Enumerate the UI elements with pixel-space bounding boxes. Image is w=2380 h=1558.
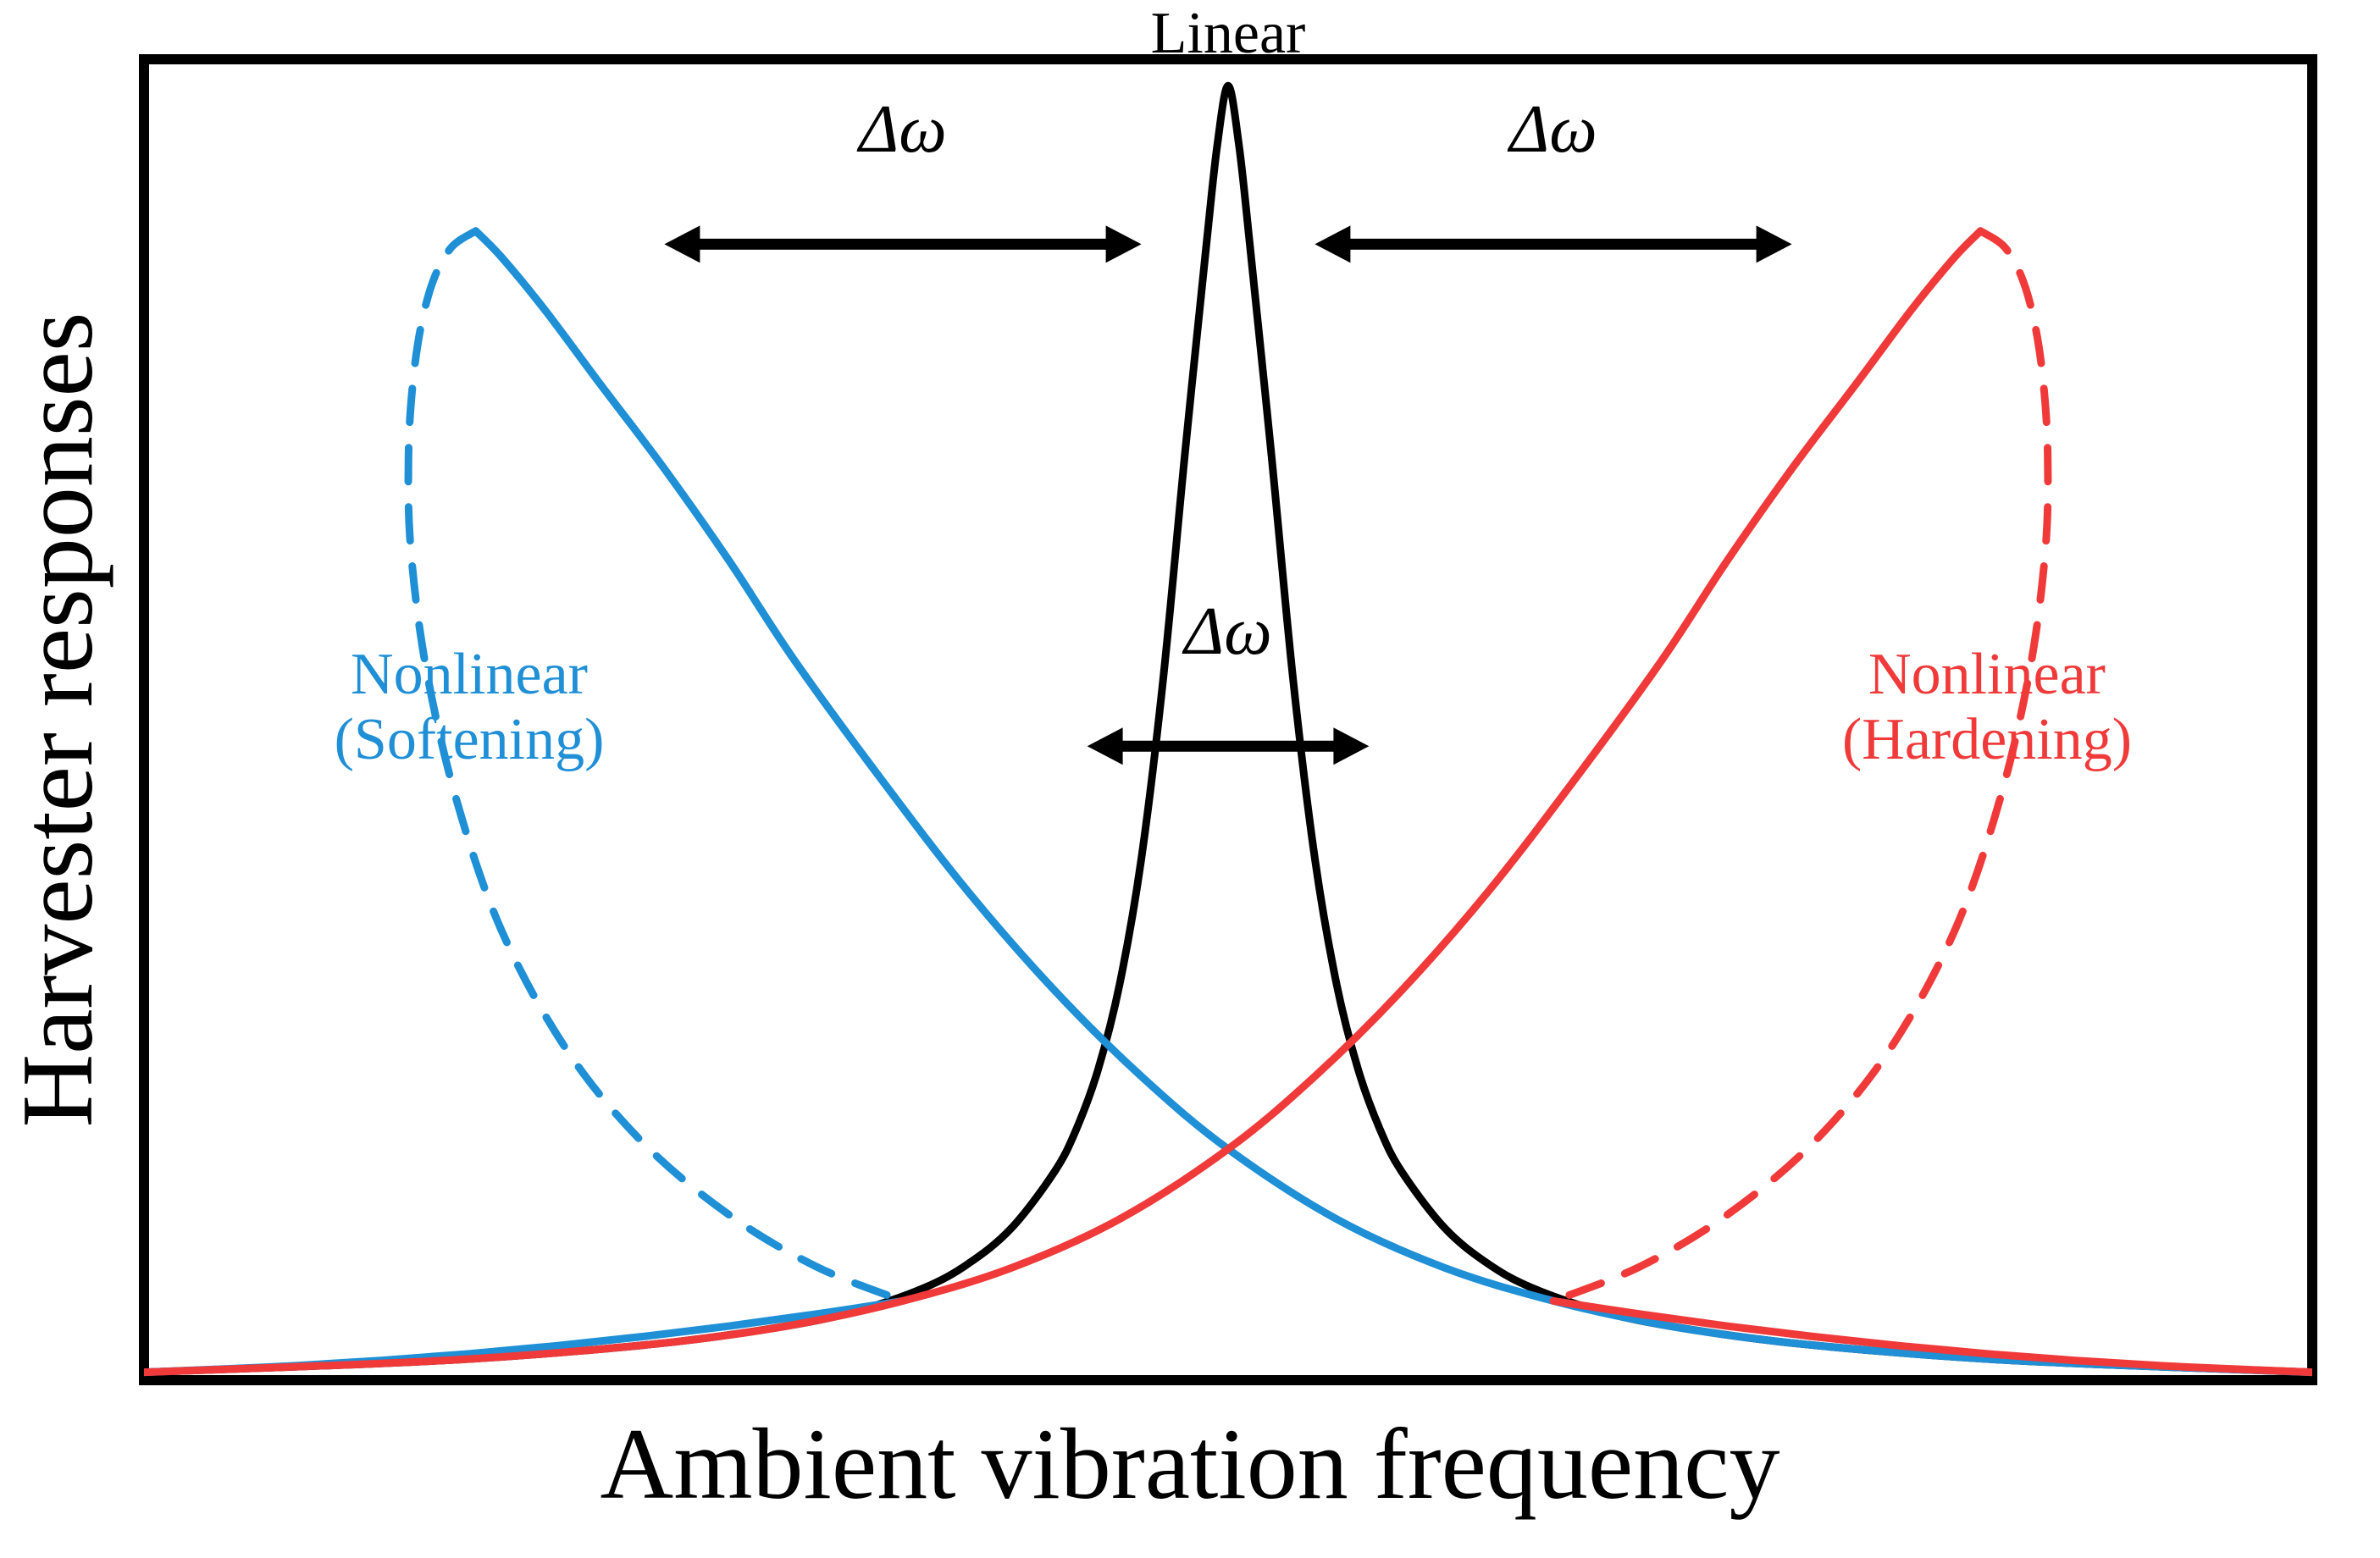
delta-omega-left-arrow-label: Δω [856,92,946,167]
delta-omega-center-arrow [1088,727,1370,765]
delta-omega-right-arrow-head-right [1757,225,1792,262]
hardening-curve-segment [1553,1301,2312,1372]
linear-label: Linear [1151,1,1306,66]
hardening-label: Nonlinear(Hardening) [1842,642,2132,772]
delta-omega-right-arrow [1315,225,1791,262]
softening-label: Nonlinear(Softening) [335,642,605,772]
delta-omega-left-arrow-head-left [664,225,700,262]
softening-curve-segment [476,231,2312,1373]
delta-omega-center-arrow-label: Δω [1182,594,1271,669]
plot-area: Linear Nonlinear(Softening) Nonlinear(Hard… [0,0,2380,1558]
delta-omega-center-arrow-head-right [1333,727,1369,765]
hardening-curve-segment [144,231,1980,1373]
delta-omega-center-arrow-head-left [1088,727,1123,765]
delta-omega-right-arrow-label: Δω [1507,92,1597,167]
delta-omega-right-arrow-head-left [1315,225,1350,262]
delta-omega-left-arrow [664,225,1141,262]
figure-stage: Harvester responses Ambient vibration fr… [0,0,2380,1558]
softening-curve-segment [144,1301,903,1372]
delta-omega-left-arrow-head-right [1106,225,1142,262]
